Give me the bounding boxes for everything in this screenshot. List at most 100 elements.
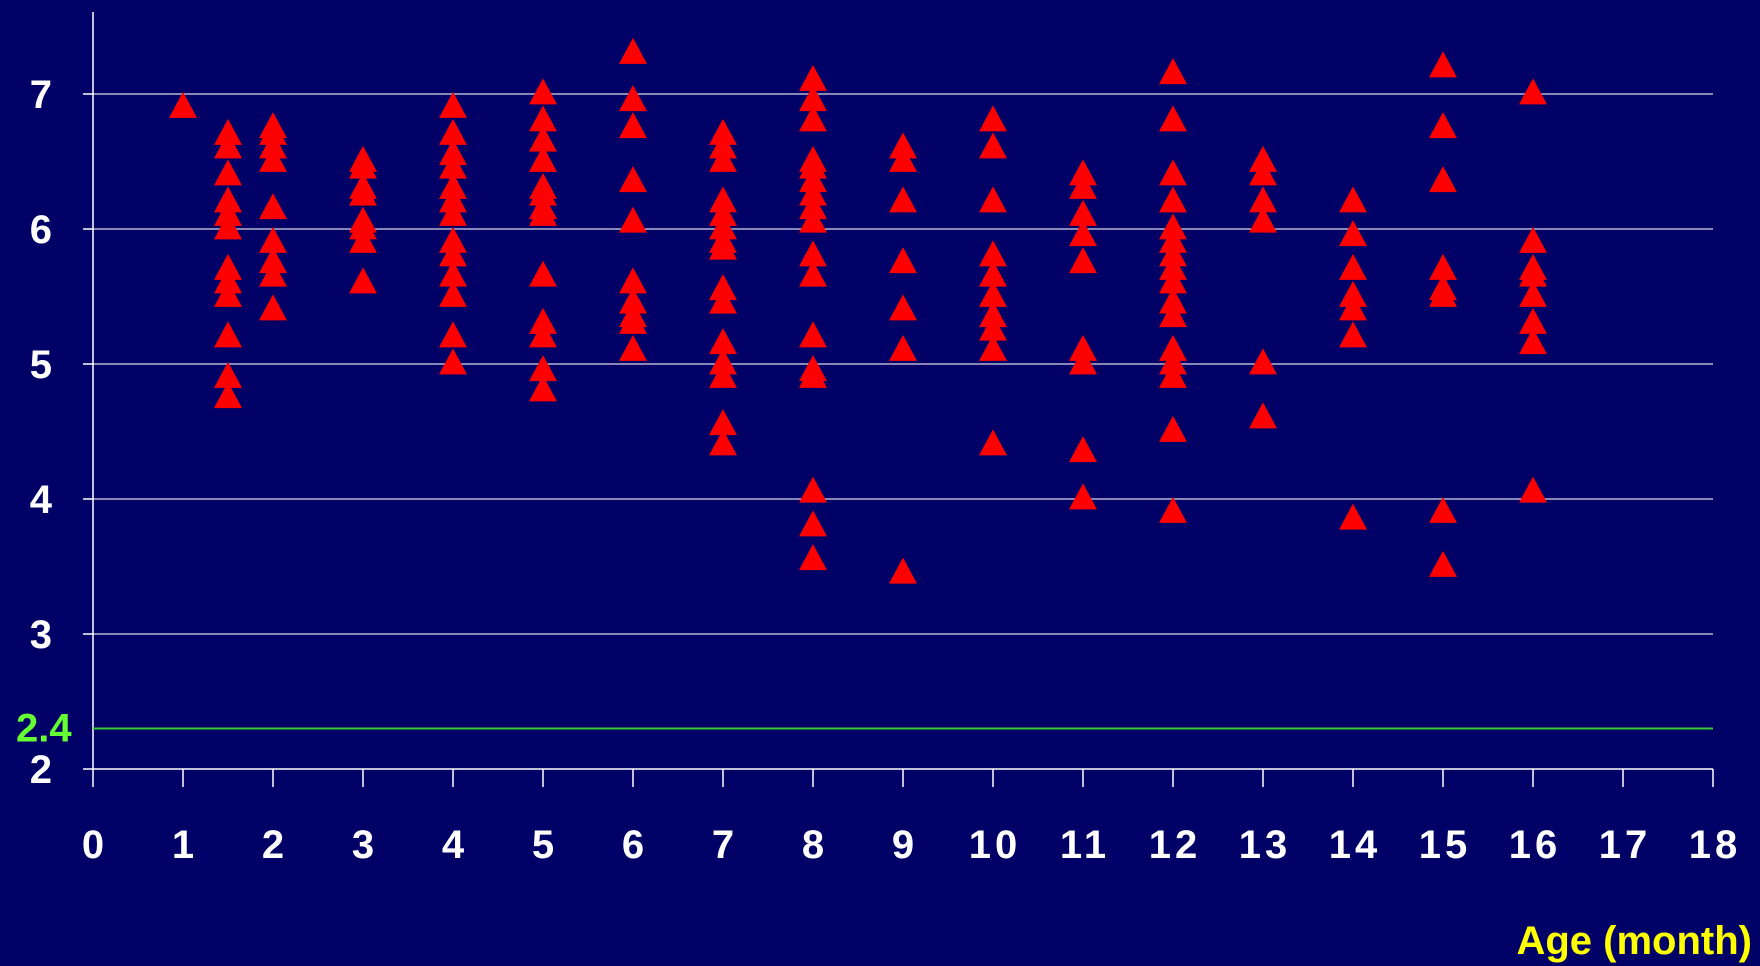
data-point [1339, 280, 1367, 307]
data-point [799, 105, 827, 132]
data-point [1249, 206, 1277, 233]
data-point [979, 105, 1007, 132]
axes [83, 12, 1714, 787]
data-point [529, 355, 557, 382]
data-points [169, 37, 1547, 584]
data-point [619, 206, 647, 233]
data-point [619, 112, 647, 139]
data-point [1429, 253, 1457, 280]
x-tick-label-13: 13 [1239, 823, 1292, 867]
data-point [439, 348, 467, 375]
data-point [619, 287, 647, 314]
y-tick-labels: 2 3 4 5 6 7 [30, 73, 53, 792]
data-point [1429, 550, 1457, 577]
data-point [979, 301, 1007, 328]
x-tick-label-4: 4 [442, 823, 468, 867]
data-point [1519, 260, 1547, 287]
data-point [709, 199, 737, 226]
data-point [439, 139, 467, 166]
data-point [259, 193, 287, 220]
x-tick-label-0: 0 [82, 823, 108, 867]
data-point [1159, 301, 1187, 328]
data-point [619, 334, 647, 361]
x-tick-label-11: 11 [1060, 823, 1110, 867]
data-point [1069, 334, 1097, 361]
y-tick-label-2: 2 [30, 748, 52, 792]
data-point [1249, 402, 1277, 429]
y-tick-label-7: 7 [30, 73, 52, 117]
data-point [799, 361, 827, 388]
data-point [259, 145, 287, 172]
data-point [439, 226, 467, 253]
data-point [1429, 496, 1457, 523]
data-point [214, 159, 242, 186]
data-point [529, 199, 557, 226]
data-point [214, 382, 242, 409]
data-point [1339, 253, 1367, 280]
data-point [1069, 483, 1097, 510]
data-point [1429, 51, 1457, 78]
x-tick-label-8: 8 [802, 823, 828, 867]
data-point [259, 247, 287, 274]
data-point [214, 267, 242, 294]
data-point [979, 132, 1007, 159]
data-point [1519, 307, 1547, 334]
data-point [1069, 159, 1097, 186]
data-point [214, 199, 242, 226]
data-point [709, 328, 737, 355]
gridlines [93, 93, 1713, 635]
data-point [709, 118, 737, 145]
data-point [979, 280, 1007, 307]
data-point [709, 429, 737, 456]
data-point [1159, 226, 1187, 253]
x-tick-label-10: 10 [969, 823, 1022, 867]
data-point [529, 375, 557, 402]
data-point [349, 226, 377, 253]
data-point [1069, 436, 1097, 463]
x-tick-label-9: 9 [892, 823, 918, 867]
data-point [1159, 58, 1187, 85]
data-point [214, 321, 242, 348]
x-tick-label-17: 17 [1599, 823, 1652, 867]
data-point [799, 64, 827, 91]
data-point [799, 476, 827, 503]
data-point [529, 179, 557, 206]
x-tick-label-5: 5 [532, 823, 558, 867]
data-point [1159, 361, 1187, 388]
data-point [979, 429, 1007, 456]
data-point [169, 91, 197, 118]
data-point [349, 267, 377, 294]
data-point [799, 260, 827, 287]
data-point [889, 557, 917, 584]
data-point [1159, 287, 1187, 314]
data-point [1339, 321, 1367, 348]
data-point [1249, 186, 1277, 213]
x-axis-label: Age (month) [1516, 919, 1752, 963]
data-point [214, 118, 242, 145]
data-point [799, 179, 827, 206]
data-point [1429, 166, 1457, 193]
data-point [439, 186, 467, 213]
data-point [709, 409, 737, 436]
data-point [439, 280, 467, 307]
data-point [619, 307, 647, 334]
data-point [214, 186, 242, 213]
data-point [1159, 105, 1187, 132]
data-point [214, 253, 242, 280]
data-point [619, 166, 647, 193]
data-point [1339, 220, 1367, 247]
data-point [439, 152, 467, 179]
data-point [439, 118, 467, 145]
data-point [439, 260, 467, 287]
data-point [1069, 348, 1097, 375]
data-point [889, 247, 917, 274]
data-point [529, 307, 557, 334]
data-point [259, 132, 287, 159]
data-point [439, 172, 467, 199]
data-point [799, 85, 827, 112]
x-tick-label-7: 7 [712, 823, 738, 867]
data-point [259, 294, 287, 321]
data-point [619, 267, 647, 294]
